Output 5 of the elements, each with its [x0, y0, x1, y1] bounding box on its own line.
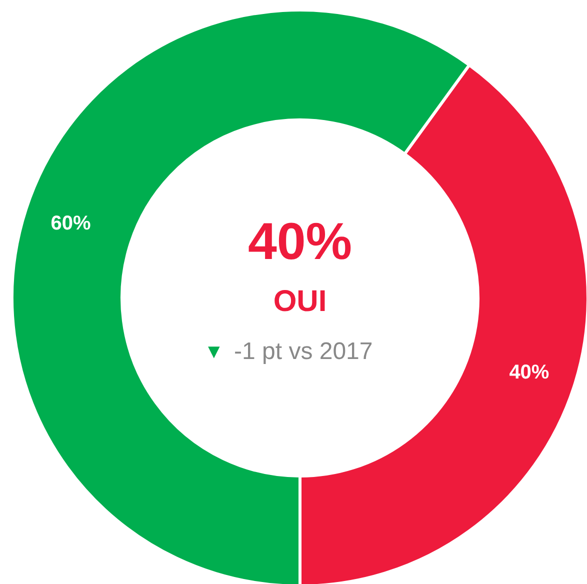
text: ▼ -1 pt vs 2017	[204, 338, 373, 365]
data-label: 60%	[50, 212, 92, 235]
text: 40%	[248, 213, 352, 271]
data-label: 40%	[509, 361, 550, 384]
text: OUI	[273, 285, 327, 318]
